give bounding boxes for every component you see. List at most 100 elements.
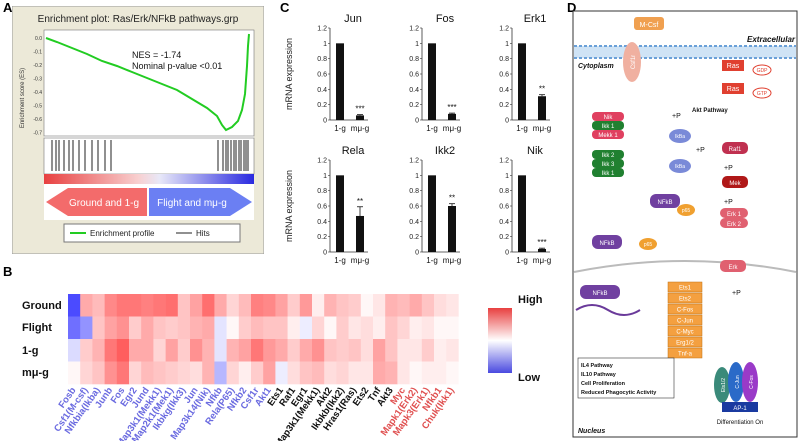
heatmap-cell (104, 294, 118, 317)
heatmap-row-label: Flight (22, 322, 52, 334)
bar-ytick-label: 1 (415, 173, 419, 180)
heatmap-cell (153, 316, 166, 340)
heatmap-cell (421, 339, 435, 362)
bar-ytick-label: 1 (415, 41, 419, 48)
bar-significance: ** (539, 85, 545, 94)
p65-free-label: p65 (644, 242, 653, 248)
heatmap-cell (153, 294, 166, 317)
cytoplasm-label: Cytoplasm (578, 63, 614, 70)
heatmap-cell (312, 339, 325, 362)
panel-label-d: D (567, 0, 577, 15)
bar-ytick-label: 0.4 (409, 87, 419, 94)
heatmap-cell (324, 361, 337, 385)
nucleus-label: Nucleus (578, 428, 605, 435)
bar-significance: *** (447, 103, 456, 112)
mek-node (722, 176, 748, 188)
bar-ytick-label: 0 (415, 250, 419, 257)
heatmap-row-label: Ground (22, 300, 62, 312)
heatmap-cell (214, 294, 227, 317)
heatmap-cell (238, 339, 252, 362)
heatmap-cell (68, 294, 81, 317)
outcome-label: IL10 Pathway (581, 372, 617, 378)
bar-ytick-label: 1 (323, 173, 327, 180)
heatmap-cell (287, 294, 301, 317)
heatmap-cell (165, 294, 179, 317)
target-gene-box (667, 303, 703, 315)
heatmap-cell (409, 316, 423, 340)
heatmap-cell (336, 294, 349, 317)
heatmap-cell (80, 339, 93, 362)
heatmap-cell (190, 316, 203, 340)
bar-ytick-label: 0.4 (317, 87, 327, 94)
plus-p-label: +P (672, 113, 681, 120)
cell-membrane (574, 45, 796, 59)
target-gene-label: C-Myc (676, 330, 693, 336)
es-ytick: -0.6 (33, 117, 42, 123)
heatmap-cell (202, 294, 215, 317)
bar-category-label: mμ-g (443, 124, 461, 133)
heatmap-cell (385, 361, 398, 385)
heatmap-cell (104, 339, 118, 362)
bar-ytick-label: 0.6 (409, 204, 419, 211)
bar-category-label: mμ-g (443, 256, 461, 265)
bar-category-label: mμ-g (533, 256, 551, 265)
heatmap-cell (385, 316, 398, 340)
bar-chart-title: Ikk2 (435, 145, 455, 157)
heatmap-cell (68, 316, 81, 340)
extracellular-label: Extracellular (747, 35, 796, 44)
heatmap-cell (385, 294, 398, 317)
heatmap-cell (238, 316, 252, 340)
bar-ytick-label: 0.4 (499, 87, 509, 94)
ets12-label: Ets1/2 (721, 378, 727, 392)
target-gene-label: C-Jun (677, 319, 693, 325)
target-gene-box (667, 336, 703, 348)
heatmap-cell (226, 361, 240, 385)
heatmap-cell (80, 294, 93, 317)
es-ytick: -0.4 (33, 90, 42, 96)
ras-node (722, 60, 744, 71)
heatmap-cell (312, 361, 325, 385)
bar (336, 43, 344, 121)
heatmap-cell (360, 294, 374, 317)
p65-node (677, 204, 695, 216)
heatmap-cell (275, 339, 288, 362)
bar-chart-title: Jun (344, 13, 362, 25)
heatmap-cell (373, 361, 386, 385)
heatmap-cell (373, 339, 386, 362)
heatmap-cell (214, 361, 227, 385)
heatmap-cell (177, 339, 191, 362)
target-gene-label: Ets1 (679, 286, 692, 292)
bar-ytick-label: 1.2 (499, 158, 509, 165)
heatmap-cell (129, 294, 142, 317)
heatmap-cell (68, 339, 81, 362)
bar-significance: *** (355, 105, 364, 114)
bar-chart-title: Rela (342, 145, 366, 157)
bar-category-label: 1-g (426, 124, 438, 133)
plus-p-erk: +P (732, 290, 741, 297)
ikk2-label: Ikk 2 (602, 153, 615, 159)
pathway-diagram: Extracellular Cytoplasm M-Csf Csf1r Ras … (572, 10, 798, 438)
bar-chart-ikk2: Ikk2 0 0.2 0.4 0.6 0.8 1 1.2 1-g mμ-g ** (409, 145, 461, 265)
bar-ytick-label: 0.2 (317, 102, 327, 109)
bar-ylabel-bottom: mRNA expression (284, 170, 294, 242)
heatmap-cell (336, 316, 349, 340)
heatmap-cell (238, 294, 252, 317)
bar-ytick-label: 0.8 (499, 188, 509, 195)
ikk3-node (592, 159, 624, 168)
target-gene-box (667, 281, 703, 293)
outcome-label: IL4 Pathway (581, 363, 614, 369)
mcsf-label: M-Csf (640, 22, 659, 29)
bar-category-label: 1-g (516, 256, 528, 265)
right-arrow-label: Flight and mμ-g (157, 198, 227, 209)
heatmap-cell (251, 294, 264, 317)
heatmap-cell (165, 316, 179, 340)
bar-chart-title: Fos (436, 13, 455, 25)
bar-ytick-label: 0 (323, 118, 327, 125)
es-ytick: 0.0 (35, 36, 42, 42)
ets12-node (714, 367, 730, 403)
heatmap-cell (434, 316, 447, 340)
heatmap-cell (446, 316, 459, 340)
heatmap-cell (360, 361, 374, 385)
heatmap-cell (214, 316, 227, 340)
erk2-node (720, 218, 748, 228)
